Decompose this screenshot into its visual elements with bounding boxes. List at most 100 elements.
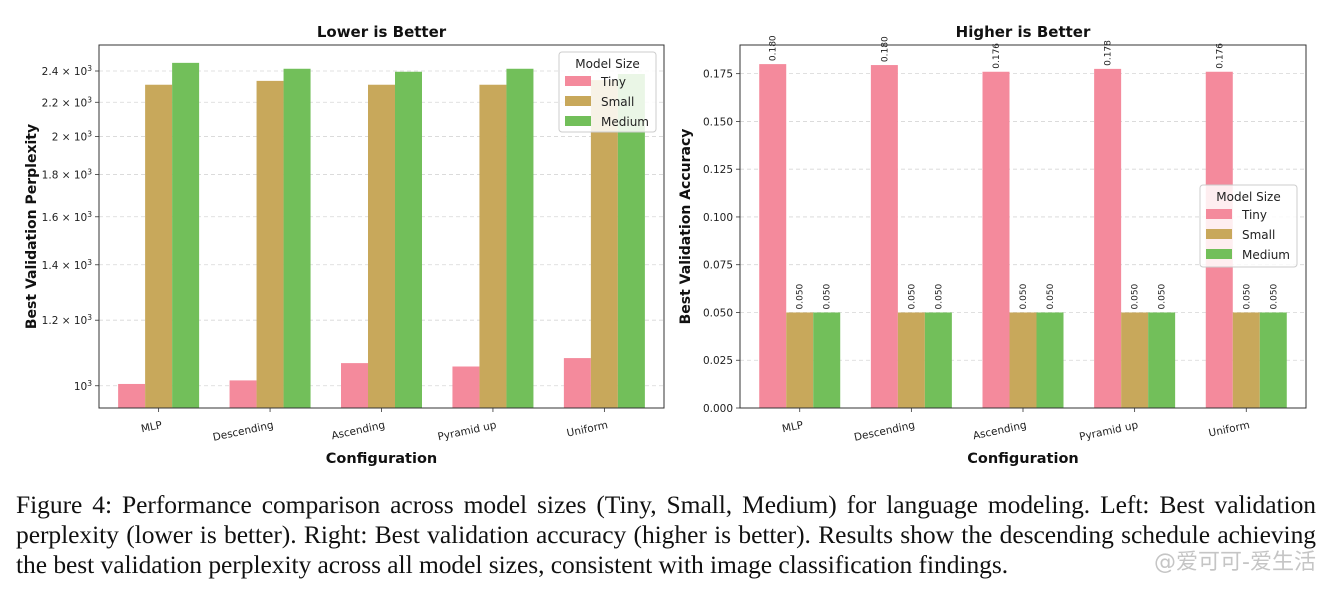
bar-value-label: 0.180 [880,36,890,62]
y-tick-label: 103 [74,379,92,393]
bar-tiny [563,358,591,408]
bar-medium [1148,312,1176,408]
plot-frame [739,44,1307,409]
legend-label-small: Small [1242,228,1275,242]
legend-title: Model Size [575,57,639,71]
bar-medium [506,68,534,409]
y-tick-label: 0.025 [703,355,733,367]
bar-value-label: 0.050 [1019,283,1029,309]
legend-label-medium: Medium [601,115,649,129]
bar-small [479,84,507,408]
legend-label-medium: Medium [1242,248,1290,262]
chart-panel-1: MLP Descending Ascending Pyramid up Uniform 1… [24,23,665,467]
legend-label-small: Small [601,95,634,109]
y-axis-label: Best Validation Perplexity [24,124,40,329]
bar-tiny [982,71,1010,408]
bar-medium [395,71,422,408]
x-tick-label: Pyramid up [1078,419,1139,443]
bar-value-label: 0.180 [769,35,779,61]
bar-small [1009,312,1037,408]
figure-caption: Figure 4: Performance comparison across … [16,490,1316,579]
y-tick-label: 0.000 [703,403,733,415]
bar-small [256,80,284,409]
y-tick-label: 2 × 103 [52,130,93,144]
y-tick-label: 0.100 [703,212,733,224]
y-axis-label: Best Validation Accuracy [678,129,694,325]
legend: Model Size Tiny Small Medium [1199,184,1298,268]
x-tick-label: Pyramid up [437,419,498,443]
bar-value-label: 0.050 [934,283,944,309]
y-tick-label: 0.150 [703,116,733,128]
bar-value-label: 0.178 [1104,40,1114,66]
legend-swatch-tiny [565,76,591,86]
bar-small [145,84,173,408]
bar-value-label: 0.050 [907,283,917,309]
bar-value-label: 0.050 [1131,283,1141,309]
chart-panel-2: 0.180 0.050 0.050 MLP 0.180 0.050 0.050 Descend… [678,23,1307,467]
y-tick-label: 0.125 [703,164,733,176]
y-tick-label: 2.2 × 103 [42,95,93,109]
y-tick-label: 1.6 × 103 [42,210,93,224]
bar-tiny [118,383,146,408]
x-tick-label: Descending [212,419,275,444]
x-tick-label: MLP [140,419,163,435]
chart-title: Lower is Better [317,23,447,41]
bar-small [786,312,814,408]
y-tick-label: 1.2 × 103 [42,313,93,327]
bar-medium [283,68,311,409]
bar-value-label: 0.176 [1215,43,1225,69]
y-tick-label: 0.075 [703,260,733,272]
legend-swatch-small [1206,229,1232,239]
figure: MLP Descending Ascending Pyramid up Uniform 1… [24,23,1307,467]
y-tick-label: 1.4 × 103 [42,258,93,272]
x-tick-label: Descending [853,419,916,444]
x-tick-label: MLP [781,419,804,435]
bar-tiny [452,366,480,408]
legend-title: Model Size [1216,190,1280,204]
legend-swatch-medium [1206,249,1232,259]
bar-value-label: 0.050 [823,283,833,309]
legend-swatch-tiny [1206,209,1232,219]
bar-tiny [1094,68,1122,408]
bar-medium [1259,312,1287,408]
bar-value-label: 0.050 [1158,283,1168,309]
chart-figure: MLP Descending Ascending Pyramid up Uniform 1… [24,23,1307,467]
plot-frame [98,44,665,409]
legend-swatch-medium [565,116,591,126]
legend-label-tiny: Tiny [1241,208,1267,222]
legend-swatch-small [565,96,591,106]
y-tick-label: 0.050 [703,307,733,319]
bar-tiny [341,363,368,408]
x-axis-label: Configuration [967,451,1079,467]
bar-tiny [229,380,257,408]
bar-tiny [759,64,787,409]
bar-value-label: 0.050 [796,283,806,309]
bar-value-label: 0.050 [1242,283,1252,309]
x-tick-label: Uniform [566,419,609,439]
bar-small [368,84,395,408]
y-tick-label: 0.175 [703,69,733,81]
legend-box [1199,184,1298,268]
legend-label-tiny: Tiny [600,75,626,89]
bar-value-label: 0.176 [992,43,1002,69]
y-tick-label: 1.8 × 103 [42,167,93,181]
x-tick-label: Ascending [972,419,1028,442]
bar-small [1232,312,1260,408]
x-axis-label: Configuration [326,451,438,467]
bar-medium [1036,312,1064,408]
watermark: @爱可可-爱生活 [1154,550,1316,575]
y-tick-label: 2.4 × 103 [42,64,93,78]
bar-medium [924,312,952,408]
bar-value-label: 0.050 [1269,283,1279,309]
bar-medium [172,62,200,408]
x-tick-label: Uniform [1208,419,1251,439]
bar-small [897,312,925,408]
legend-box [558,51,657,133]
legend: Model Size Tiny Small Medium [558,51,657,133]
bar-small [590,80,618,409]
bar-value-label: 0.050 [1046,283,1056,309]
chart-title: Higher is Better [956,23,1091,41]
bar-small [1121,312,1149,408]
bar-tiny [870,65,898,409]
x-tick-label: Ascending [330,419,386,442]
